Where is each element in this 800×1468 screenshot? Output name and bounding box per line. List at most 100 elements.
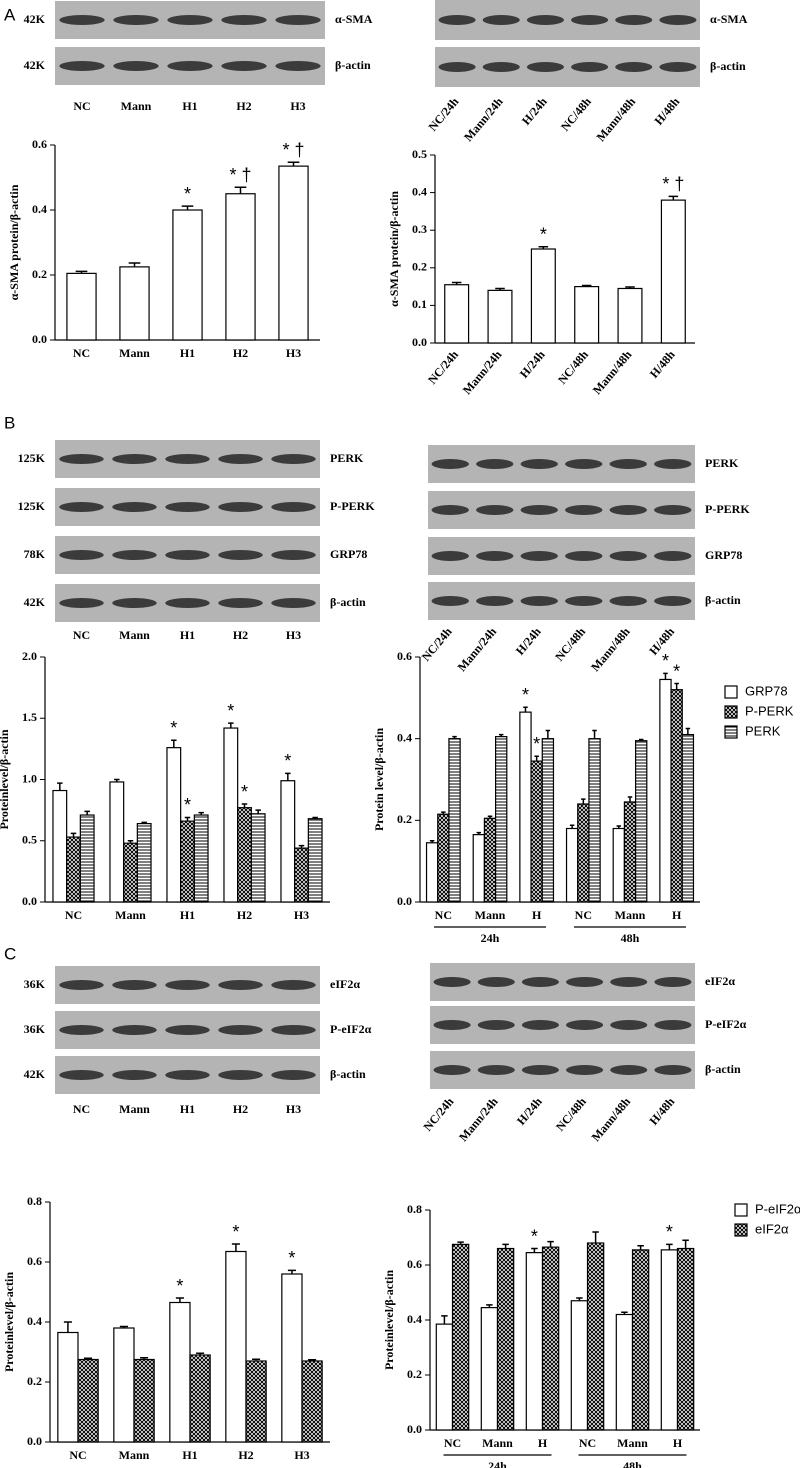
error-bar bbox=[487, 815, 493, 819]
blot-band bbox=[431, 505, 469, 515]
error-bar bbox=[57, 782, 63, 791]
x-tick-label: NC/24h bbox=[425, 347, 461, 386]
blot-band bbox=[477, 1065, 515, 1075]
bar bbox=[519, 711, 532, 903]
bar bbox=[77, 1358, 99, 1443]
kda-label: 36K bbox=[24, 977, 46, 991]
group-label: 24h bbox=[481, 931, 500, 945]
lane-label: H/24h bbox=[514, 1094, 545, 1127]
blot-band bbox=[571, 15, 609, 25]
significance-mark: * bbox=[227, 701, 234, 721]
blot-band bbox=[477, 1020, 515, 1030]
bar bbox=[281, 1273, 303, 1443]
blot-band bbox=[565, 505, 603, 515]
bar bbox=[676, 1247, 695, 1431]
x-tick-label: Mann bbox=[617, 1436, 648, 1450]
error-bar bbox=[128, 262, 141, 267]
blot-band bbox=[165, 454, 210, 464]
lane-label: NC bbox=[73, 628, 90, 642]
bar bbox=[189, 1354, 211, 1443]
x-tick-label: NC bbox=[435, 908, 452, 922]
y-axis-label: Proteinlevel/β-actin bbox=[382, 1270, 396, 1370]
significance-mark: * bbox=[531, 1226, 538, 1246]
error-bar bbox=[547, 1240, 554, 1248]
blot-band bbox=[59, 61, 105, 71]
lane-label: Mann bbox=[119, 628, 150, 642]
y-tick-label: 0.6 bbox=[32, 137, 47, 151]
error-bar bbox=[175, 1297, 184, 1303]
y-tick-label: 0.8 bbox=[27, 1194, 42, 1208]
protein-label: α-SMA bbox=[710, 12, 748, 26]
blot-band bbox=[520, 551, 558, 561]
x-tick-label: H3 bbox=[294, 908, 309, 922]
y-tick-label: 0.8 bbox=[407, 1202, 422, 1216]
y-tick-label: 2.0 bbox=[22, 649, 37, 663]
error-bar bbox=[668, 195, 679, 201]
blot-band bbox=[482, 15, 520, 25]
blot-band bbox=[615, 62, 653, 72]
blot-band bbox=[112, 980, 157, 990]
blot-band bbox=[520, 596, 558, 606]
x-tick-label: H/48h bbox=[647, 347, 678, 380]
x-tick-label: H2 bbox=[237, 908, 252, 922]
lane-label: Mann/48h bbox=[594, 94, 639, 144]
kda-label: 42K bbox=[24, 595, 46, 609]
bar bbox=[250, 813, 266, 903]
error-bar bbox=[141, 821, 147, 824]
error-bar bbox=[534, 755, 539, 762]
bar bbox=[109, 781, 125, 903]
bar bbox=[670, 689, 683, 903]
blot-band bbox=[59, 502, 104, 512]
x-tick-label: NC bbox=[575, 908, 592, 922]
y-tick-label: 0.4 bbox=[27, 1314, 42, 1328]
x-tick-label: Mann bbox=[615, 908, 646, 922]
lane-label: Mann/48h bbox=[588, 624, 633, 674]
error-bar bbox=[84, 810, 90, 816]
bar bbox=[225, 193, 256, 341]
x-tick-label: Mann/24h bbox=[460, 347, 505, 397]
x-tick-label: Mann bbox=[482, 1436, 513, 1450]
blot-band bbox=[438, 62, 476, 72]
bar bbox=[480, 1307, 499, 1431]
lane-label: NC bbox=[73, 1102, 90, 1116]
y-axis-label: Proteinlevel/β-actin bbox=[0, 729, 11, 829]
lane-label: H/48h bbox=[646, 1094, 677, 1127]
protein-label: PERK bbox=[330, 451, 364, 465]
lane-label: H/48h bbox=[651, 94, 682, 127]
error-bar bbox=[84, 1357, 93, 1360]
blot-band bbox=[610, 1065, 648, 1075]
bar bbox=[487, 289, 513, 344]
error-bar bbox=[452, 735, 457, 739]
group-label: 48h bbox=[621, 931, 640, 945]
error-bar bbox=[495, 287, 505, 291]
blot-band bbox=[431, 551, 469, 561]
blot-band bbox=[654, 977, 692, 987]
lane-label: Mann bbox=[121, 99, 152, 113]
bar bbox=[615, 1313, 634, 1431]
error-bar bbox=[308, 1359, 317, 1361]
lane-label: NC/24h bbox=[419, 624, 455, 663]
blot-band bbox=[476, 551, 514, 561]
y-axis-label: Protein level/β-actin bbox=[372, 728, 386, 831]
blot-band bbox=[113, 61, 159, 71]
y-axis-label: α-SMA protein/β-actin bbox=[7, 184, 21, 300]
legend-label: PERK bbox=[745, 723, 781, 738]
x-tick-label: NC bbox=[579, 1436, 596, 1450]
y-axis-label: Proteinlevel/β-actin bbox=[2, 1272, 16, 1372]
blot-band bbox=[659, 15, 697, 25]
error-bar bbox=[231, 1243, 240, 1252]
blot-band bbox=[521, 1020, 559, 1030]
blot-band bbox=[218, 1070, 263, 1080]
protein-label: β-actin bbox=[705, 593, 741, 607]
bar bbox=[425, 842, 439, 903]
y-tick-label: 0.0 bbox=[32, 332, 47, 346]
y-axis-label: α-SMA protein/β-actin bbox=[387, 191, 401, 307]
x-tick-label: NC bbox=[69, 1448, 86, 1462]
group-label: 24h bbox=[488, 1459, 507, 1468]
bar bbox=[437, 813, 450, 903]
y-tick-label: 0.2 bbox=[407, 1367, 422, 1381]
blot-band bbox=[654, 551, 692, 561]
significance-mark: * bbox=[540, 224, 547, 244]
protein-label: GRP78 bbox=[705, 548, 742, 562]
x-tick-label: H3 bbox=[294, 1448, 309, 1462]
